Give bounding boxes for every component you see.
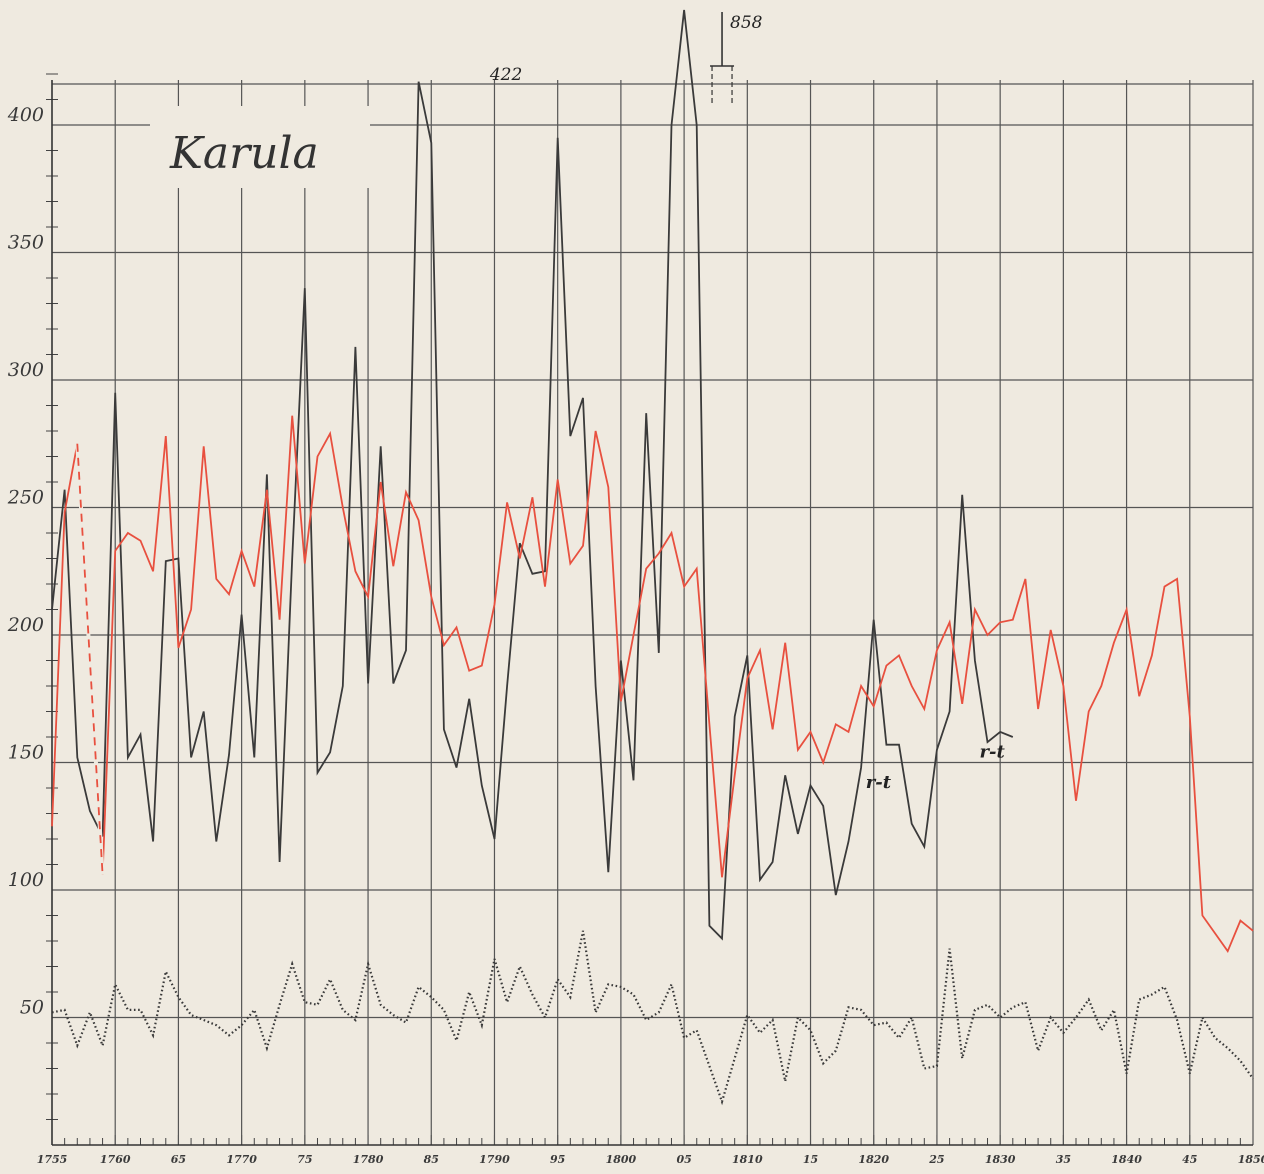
- series-1-dashed-segment: [76, 443, 104, 875]
- annotation-layer: 422 858 r-t r-t: [489, 12, 1006, 793]
- axes: [51, 80, 1253, 1146]
- x-tick-label: 1780: [353, 1153, 384, 1166]
- x-tick-label: 25: [928, 1153, 944, 1166]
- series-annotation: r-t: [980, 741, 1006, 762]
- x-tick-label: 1760: [100, 1153, 131, 1166]
- y-tick-label: 100: [8, 869, 44, 891]
- x-tick-label: 1840: [1111, 1153, 1142, 1166]
- y-tick-label: 250: [7, 487, 44, 509]
- peak-label: 422: [489, 65, 522, 85]
- grid-minor: [46, 73, 1254, 1145]
- x-tick-label: 1755: [37, 1153, 68, 1166]
- x-tick-label: 65: [171, 1153, 186, 1166]
- x-tick-label: 1790: [479, 1153, 510, 1166]
- x-tick-label: 1830: [985, 1153, 1016, 1166]
- x-tick-label: 1770: [226, 1153, 257, 1166]
- title-background: [150, 106, 370, 188]
- chart-title: Karula: [169, 128, 319, 179]
- x-tick-label: 1820: [858, 1153, 889, 1166]
- x-tick-label: 75: [297, 1153, 312, 1166]
- y-tick-label: 300: [8, 359, 44, 381]
- series-annotation: r-t: [866, 772, 892, 793]
- x-tick-label: 95: [550, 1153, 565, 1166]
- x-tick-label: 05: [676, 1153, 691, 1166]
- y-tick-label: 50: [20, 997, 44, 1019]
- peak-label: 858: [730, 13, 763, 33]
- series-2-line: [51, 930, 1254, 1106]
- y-tick-label: 150: [8, 742, 44, 764]
- series-1-line: [51, 415, 1254, 954]
- x-tick-label: 45: [1182, 1153, 1197, 1166]
- grid-major: [52, 80, 1254, 1145]
- x-tick-label: 1800: [606, 1153, 637, 1166]
- series-layer: [51, 9, 1254, 1106]
- x-tick-label: 1850: [1238, 1153, 1264, 1166]
- x-tick-label: 35: [1056, 1153, 1071, 1166]
- series-0-line: [51, 9, 1014, 941]
- y-tick-label: 400: [7, 104, 44, 126]
- y-tick-labels: 50 100 150 200 250 300 350 400: [7, 104, 44, 1019]
- x-tick-label: 1810: [732, 1153, 763, 1166]
- x-tick-label: 85: [424, 1153, 439, 1166]
- x-tick-labels: 1755 1760 65 1770 75 1780 85 1790 95 1800 05 1810 15…: [37, 1153, 1264, 1166]
- y-tick-label: 350: [8, 232, 44, 254]
- x-tick-label: 15: [803, 1153, 818, 1166]
- y-tick-label: 200: [7, 614, 44, 636]
